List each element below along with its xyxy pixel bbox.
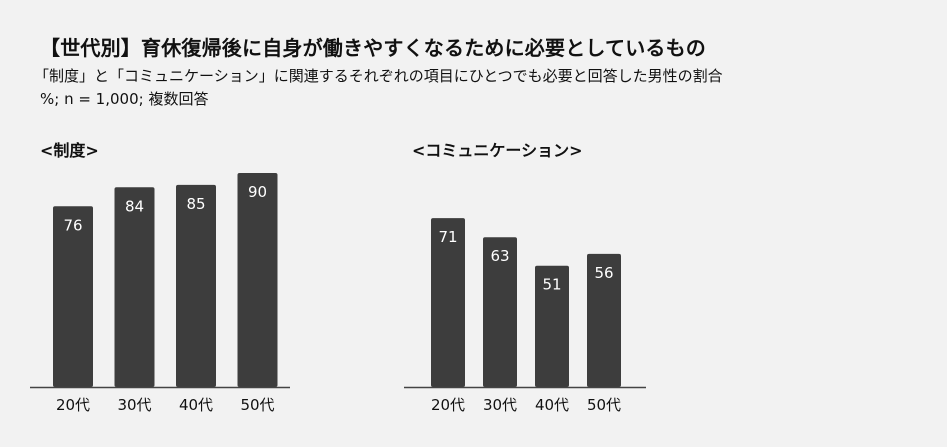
bar-seido-2 xyxy=(176,184,216,387)
panel-title-seido: <制度> xyxy=(40,141,99,160)
category-label-communication-0: 20代 xyxy=(431,396,465,414)
chart-title: 【世代別】育休復帰後に自身が働きやすくなるために必要としているもの xyxy=(40,36,706,60)
bar-value-label-communication-3: 56 xyxy=(594,264,613,282)
chart-note: %; n = 1,000; 複数回答 xyxy=(40,90,209,108)
panel-title-communication: <コミュニケーション> xyxy=(412,141,583,160)
category-label-communication-3: 50代 xyxy=(587,396,621,414)
bar-value-label-communication-0: 71 xyxy=(438,228,457,246)
category-label-seido-1: 30代 xyxy=(117,396,151,414)
category-label-seido-0: 20代 xyxy=(56,396,90,414)
chart-subtitle: 「制度」と「コミュニケーション」に関連するそれぞれの項目にひとつでも必要と回答し… xyxy=(34,67,723,85)
bar-value-label-communication-2: 51 xyxy=(542,276,561,294)
bar-value-label-communication-1: 63 xyxy=(490,247,509,265)
bar-communication-1 xyxy=(483,237,517,387)
bar-value-label-seido-2: 85 xyxy=(186,195,205,213)
bar-value-label-seido-3: 90 xyxy=(248,183,267,201)
bar-value-label-seido-0: 76 xyxy=(63,216,82,234)
bar-communication-3 xyxy=(587,253,621,387)
bar-seido-1 xyxy=(114,187,155,387)
category-label-communication-2: 40代 xyxy=(535,396,569,414)
chart-communication: 71 20代 63 30代 51 40代 56 50代 xyxy=(404,218,646,414)
category-label-seido-3: 50代 xyxy=(240,396,274,414)
bar-value-label-seido-1: 84 xyxy=(125,197,144,215)
bar-seido-0 xyxy=(53,206,93,387)
category-label-seido-2: 40代 xyxy=(179,396,213,414)
bar-seido-3 xyxy=(237,173,278,387)
bar-communication-2 xyxy=(535,265,569,387)
bar-communication-0 xyxy=(431,218,465,387)
category-label-communication-1: 30代 xyxy=(483,396,517,414)
chart-seido: 76 20代 84 30代 85 40代 90 50代 xyxy=(30,173,290,414)
